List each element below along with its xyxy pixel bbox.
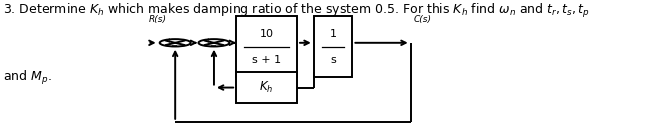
Text: −: −: [209, 41, 216, 50]
Bar: [236, 16, 297, 77]
Text: and $M_p$.: and $M_p$.: [3, 69, 52, 87]
Text: +: +: [204, 37, 210, 46]
Bar: [236, 72, 297, 103]
Text: $K_h$: $K_h$: [259, 80, 273, 95]
Text: 1: 1: [330, 29, 337, 39]
Text: R(s): R(s): [148, 15, 166, 24]
Text: s: s: [330, 55, 336, 65]
Text: 3. Determine $K_h$ which makes damping ratio of the system 0.5. For this $K_h$ f: 3. Determine $K_h$ which makes damping r…: [3, 2, 591, 20]
Text: +: +: [165, 37, 172, 46]
Text: s + 1: s + 1: [252, 55, 281, 65]
Text: 10: 10: [259, 29, 273, 39]
Bar: [313, 16, 352, 77]
Text: C(s): C(s): [413, 15, 432, 24]
Text: −: −: [170, 41, 177, 50]
